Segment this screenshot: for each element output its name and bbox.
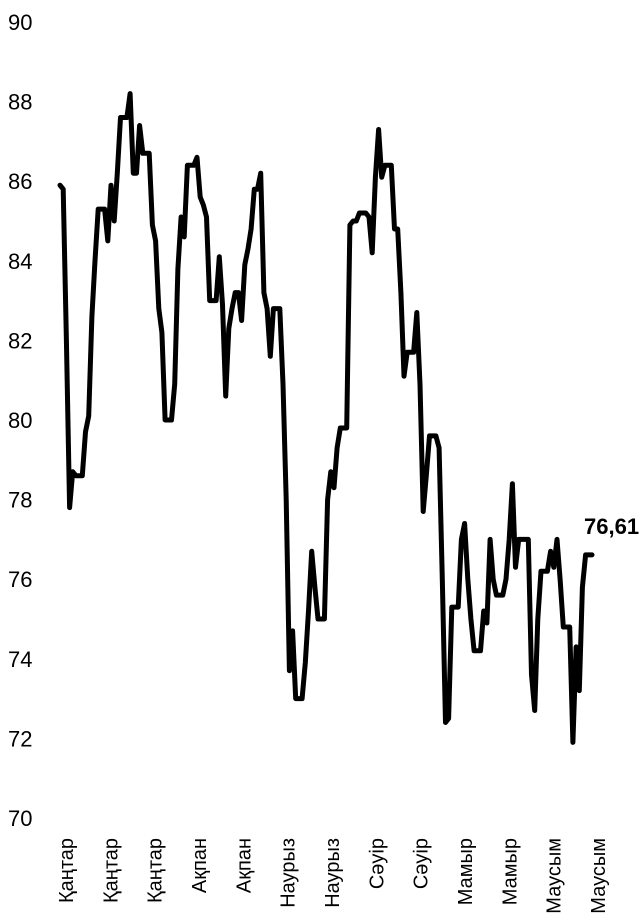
y-tick-label: 88 — [8, 90, 32, 115]
x-tick-label: Ақпан — [189, 838, 211, 893]
y-tick-label: 72 — [8, 726, 32, 751]
x-tick-label: Наурыз — [278, 838, 300, 908]
x-tick-label: Мамыр — [455, 838, 477, 905]
y-tick-label: 78 — [8, 488, 32, 513]
x-tick-label: Мамыр — [499, 838, 521, 905]
x-tick-label: Қаңтар — [56, 838, 78, 903]
series-line — [57, 91, 595, 745]
y-tick-label: 84 — [8, 249, 32, 274]
y-tick-label: 80 — [8, 408, 32, 433]
x-axis: Қаңтар Қаңтар Қаңтар Ақпан Ақпан Наурыз Наурыз… — [56, 838, 610, 913]
x-tick-label: Қаңтар — [145, 838, 167, 903]
y-tick-label: 74 — [8, 647, 32, 672]
x-tick-label: Сәуір — [411, 838, 433, 889]
y-tick-label: 90 — [8, 10, 32, 35]
y-tick-label: 70 — [8, 806, 32, 831]
x-tick-label: Наурыз — [322, 838, 344, 908]
x-tick-label: Қаңтар — [100, 838, 122, 903]
x-tick-label: Маусым — [588, 838, 610, 913]
end-value-label: 76,61 — [584, 514, 639, 539]
x-tick-label: Сәуір — [366, 838, 388, 889]
y-axis: 70 72 74 76 78 80 82 84 86 88 90 — [8, 10, 32, 831]
y-tick-label: 76 — [8, 567, 32, 592]
y-tick-label: 86 — [8, 169, 32, 194]
x-tick-label: Маусым — [544, 838, 566, 913]
x-tick-label: Ақпан — [233, 838, 255, 893]
y-tick-label: 82 — [8, 328, 32, 353]
